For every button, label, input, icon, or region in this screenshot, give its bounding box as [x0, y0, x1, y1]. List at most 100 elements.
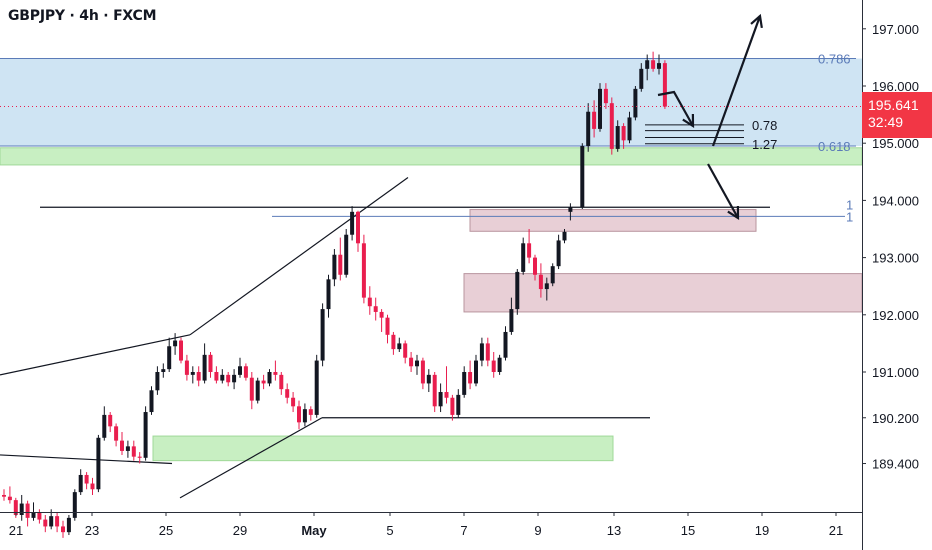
arrow-head — [750, 13, 763, 29]
projection-arrow — [707, 163, 739, 219]
fib-label: 0.786 — [818, 52, 851, 67]
candle-body — [544, 283, 549, 290]
x-tick-label: 9 — [534, 523, 541, 538]
y-tick-label: 194.000 — [872, 193, 919, 208]
candle-body — [320, 309, 325, 361]
candle-body — [586, 111, 591, 147]
candle-body — [379, 311, 384, 318]
y-tick-label: 193.000 — [872, 251, 919, 266]
candle-body — [43, 519, 48, 527]
x-tick-label: 21 — [9, 523, 23, 538]
candle-body — [167, 346, 172, 370]
candle-body — [373, 306, 378, 312]
candle-body — [538, 274, 543, 290]
candle-body — [598, 88, 602, 129]
projection-arrow — [711, 15, 762, 147]
last-price-value: 195.641 — [868, 97, 919, 113]
candle-body — [615, 126, 620, 149]
candle-body — [657, 63, 661, 69]
candle-body — [220, 374, 225, 381]
candle-body — [456, 394, 461, 415]
candle-body — [485, 343, 490, 361]
trend-line — [179, 417, 323, 499]
candle-body — [66, 517, 71, 533]
candle-body — [161, 369, 166, 372]
candle-body — [432, 374, 437, 407]
candle-body — [261, 380, 266, 384]
candle-body — [415, 360, 419, 367]
candle-body — [444, 392, 449, 398]
x-tick-label: 5 — [386, 523, 393, 538]
candle-body — [609, 103, 614, 149]
candle-body — [214, 372, 219, 381]
candle-body — [633, 88, 638, 118]
candle-body — [190, 372, 195, 375]
candle-body — [509, 309, 514, 332]
candle-body — [232, 374, 237, 383]
candle-body — [90, 483, 95, 490]
candle-body — [344, 234, 349, 275]
fib-label: 0.78 — [752, 118, 777, 133]
candle-body — [556, 240, 561, 267]
candle-body — [662, 63, 667, 107]
candle-body — [108, 414, 113, 427]
arrow-head — [682, 113, 695, 129]
candle-body — [125, 446, 130, 451]
bar-countdown: 32:49 — [868, 114, 904, 130]
y-tick-label: 196.000 — [872, 79, 919, 94]
zone-demand — [0, 147, 863, 166]
candle-body — [84, 474, 89, 484]
last-price-badge: 195.641 32:49 — [862, 92, 932, 138]
candle-body — [627, 117, 632, 141]
zone-fib-zone — [0, 58, 862, 147]
candle-body — [527, 243, 532, 258]
trend-line — [0, 334, 191, 376]
candle-body — [533, 257, 537, 275]
candle-body — [143, 412, 148, 458]
candle-body — [350, 211, 355, 235]
y-tick-label: 191.000 — [872, 365, 919, 380]
candle-body — [338, 254, 343, 275]
candle-body — [361, 243, 366, 298]
candle-body — [238, 366, 242, 375]
candle-body — [137, 456, 142, 458]
x-tick-label: 25 — [159, 523, 173, 538]
x-tick-label: 15 — [681, 523, 695, 538]
candle-body — [196, 372, 201, 381]
candle-body — [120, 440, 124, 451]
candle-body — [243, 366, 248, 378]
candle-body — [291, 397, 296, 407]
x-tick-label: 19 — [755, 523, 769, 538]
x-tick-label: 29 — [233, 523, 247, 538]
candle-body — [55, 516, 60, 527]
candle-body — [13, 500, 18, 515]
x-tick-label: 7 — [460, 523, 467, 538]
candle-body — [267, 372, 272, 384]
candle-body — [61, 526, 65, 533]
candle-body — [326, 279, 331, 310]
x-tick-label: May — [301, 523, 327, 538]
level-label: 1 — [846, 197, 853, 212]
candle-body — [25, 503, 30, 518]
candle-body — [114, 426, 119, 441]
candle-body — [2, 494, 6, 497]
candle-body — [332, 254, 337, 280]
candle-body — [592, 111, 597, 129]
candle-body — [285, 389, 290, 398]
candle-body — [468, 372, 473, 384]
candle-body — [645, 60, 650, 69]
candle-body — [385, 317, 390, 335]
candle-body — [314, 360, 319, 415]
candle-body — [621, 126, 626, 141]
candle-body — [155, 372, 160, 391]
candle-body — [149, 390, 154, 413]
candle-body — [562, 231, 567, 241]
candle-body — [580, 146, 585, 208]
candle-body — [639, 68, 644, 89]
candle-body — [96, 437, 101, 490]
candle-body — [420, 360, 425, 384]
fib-label: 1.27 — [752, 137, 777, 152]
fib-label: 1 — [846, 209, 853, 224]
candle-body — [37, 512, 42, 520]
